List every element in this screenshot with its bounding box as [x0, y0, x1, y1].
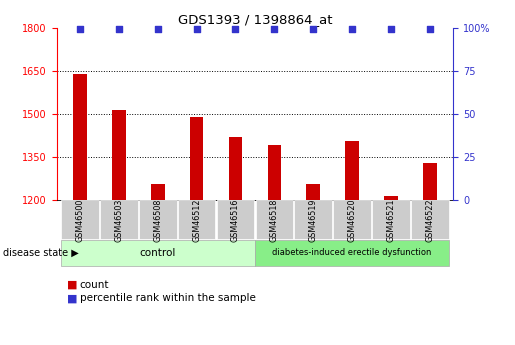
- Bar: [306, 184, 320, 200]
- Text: diabetes-induced erectile dysfunction: diabetes-induced erectile dysfunction: [272, 248, 432, 257]
- Text: GSM46519: GSM46519: [308, 198, 318, 242]
- Text: GSM46521: GSM46521: [386, 198, 396, 242]
- Text: percentile rank within the sample: percentile rank within the sample: [80, 294, 256, 303]
- Text: count: count: [80, 280, 109, 289]
- Title: GDS1393 / 1398864_at: GDS1393 / 1398864_at: [178, 13, 332, 27]
- Point: [426, 27, 434, 32]
- Text: disease state ▶: disease state ▶: [3, 248, 78, 258]
- Point: [76, 27, 84, 32]
- Bar: [229, 137, 242, 200]
- Text: control: control: [140, 248, 176, 258]
- Point: [115, 27, 123, 32]
- Point: [270, 27, 279, 32]
- Text: GSM46518: GSM46518: [270, 198, 279, 241]
- Point: [193, 27, 201, 32]
- Text: GSM46508: GSM46508: [153, 198, 162, 241]
- Bar: [423, 163, 437, 200]
- Bar: [151, 184, 164, 200]
- Text: GSM46503: GSM46503: [114, 198, 124, 241]
- Text: GSM46520: GSM46520: [348, 198, 356, 242]
- Point: [348, 27, 356, 32]
- Bar: [268, 146, 281, 200]
- Point: [387, 27, 395, 32]
- Point: [309, 27, 317, 32]
- Text: GSM46516: GSM46516: [231, 198, 240, 241]
- Text: GSM46500: GSM46500: [76, 198, 84, 241]
- Text: ■: ■: [67, 280, 77, 289]
- Text: GSM46522: GSM46522: [425, 198, 434, 242]
- Bar: [190, 117, 203, 200]
- Text: GSM46512: GSM46512: [192, 198, 201, 242]
- Bar: [346, 141, 359, 200]
- Bar: [112, 109, 126, 200]
- Bar: [384, 196, 398, 200]
- Point: [231, 27, 239, 32]
- Bar: [73, 73, 87, 200]
- Text: ■: ■: [67, 294, 77, 303]
- Point: [153, 27, 162, 32]
